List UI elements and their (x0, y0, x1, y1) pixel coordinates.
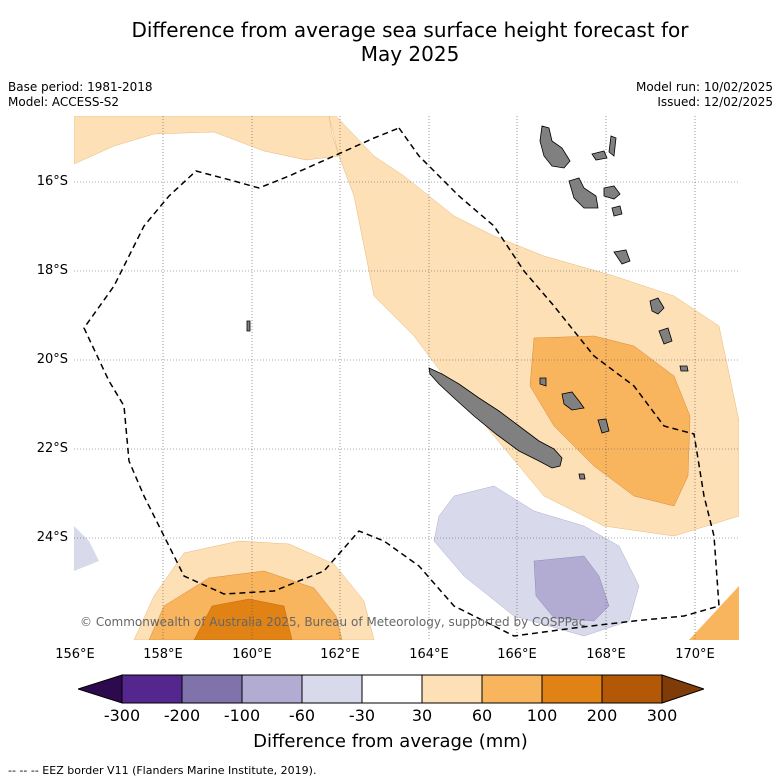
colorbar-bin-6 (421, 674, 483, 704)
island-west-1 (246, 320, 251, 332)
lat-label-24s: 24°S (36, 530, 68, 545)
eez-border (83, 127, 720, 637)
lon-label-162e: 162°E (320, 647, 360, 662)
lon-label-160e: 160°E (232, 647, 272, 662)
loyalty-lifou (649, 297, 665, 315)
island-east-1 (561, 391, 585, 411)
title-line-1: Difference from average sea surface heig… (131, 18, 689, 42)
colorbar-bin-1 (121, 674, 183, 704)
vanuatu-island-3 (611, 205, 623, 217)
colorbar-bin-9 (601, 674, 663, 704)
colorbar-bin-2 (181, 674, 243, 704)
colorbar-tick-neg30: -30 (348, 706, 376, 725)
colorbar-tick-200: 200 (586, 706, 618, 725)
meta-left: Base period: 1981-2018 Model: ACCESS-S2 (8, 80, 153, 110)
lat-label-20s: 20°S (36, 352, 68, 367)
base-period-text: Base period: 1981-2018 (8, 80, 153, 94)
colorbar (78, 674, 704, 704)
meta-right: Model run: 10/02/2025 Issued: 12/02/2025 (636, 80, 773, 110)
vanuatu-island-4 (613, 249, 631, 265)
vanuatu-efate (603, 185, 621, 200)
new-caledonia (428, 367, 563, 469)
title-line-2: May 2025 (360, 42, 460, 66)
island-ouvea (679, 365, 689, 372)
colorbar-bin-5 (361, 674, 423, 704)
anomaly-southeast-corner (689, 586, 739, 640)
colorbar-tick-neg300: -300 (103, 706, 141, 725)
colorbar-tick-neg100: -100 (223, 706, 261, 725)
colorbar-tick-30: 30 (411, 706, 433, 725)
anomaly-neg30-60-west (74, 526, 99, 571)
eez-legend-text: -- -- -- EEZ border V11 (Flanders Marine… (8, 764, 317, 777)
loyalty-mare (658, 327, 673, 345)
colorbar-bin-4 (301, 674, 363, 704)
island-small-1 (578, 473, 586, 480)
lon-label-168e: 168°E (586, 647, 626, 662)
colorbar-bin-7 (481, 674, 543, 704)
lat-label-22s: 22°S (36, 441, 68, 456)
vanuatu-malakula (568, 177, 599, 209)
model-run-text: Model run: 10/02/2025 (635, 80, 773, 94)
colorbar-tick-60: 60 (471, 706, 493, 725)
colorbar-tick-100: 100 (526, 706, 558, 725)
model-text: Model: ACCESS-S2 (8, 95, 120, 109)
lon-label-164e: 164°E (409, 647, 449, 662)
vanuatu-espiritu-santo (539, 125, 571, 169)
issued-text: Issued: 12/02/2025 (657, 95, 773, 109)
lon-label-156e: 156°E (55, 647, 95, 662)
colorbar-extend-low (78, 674, 123, 704)
graticule (74, 116, 739, 640)
colorbar-bin-3 (241, 674, 303, 704)
anomaly-neg60-100-southeast (533, 555, 610, 622)
lon-label-170e: 170°E (675, 647, 715, 662)
colorbar-tick-300: 300 (646, 706, 678, 725)
land (246, 125, 689, 480)
colorbar-tick-neg200: -200 (163, 706, 201, 725)
colorbar-title: Difference from average (mm) (253, 731, 528, 752)
anomaly-30-60-north (74, 116, 340, 165)
lon-label-158e: 158°E (143, 647, 183, 662)
colorbar-extend-high (661, 674, 704, 704)
vanuatu-island-2 (608, 135, 617, 157)
chart-title: Difference from average sea surface heig… (40, 18, 780, 66)
island-small-2 (539, 377, 547, 387)
lat-label-18s: 18°S (36, 263, 68, 278)
copyright-text: © Commonwealth of Australia 2025, Bureau… (80, 615, 585, 629)
island-east-2 (597, 418, 610, 434)
sea-level-map: © Commonwealth of Australia 2025, Bureau… (74, 116, 739, 640)
colorbar-tick-neg60: -60 (288, 706, 316, 725)
lat-label-16s: 16°S (36, 174, 68, 189)
anomaly-100-200-southwest (193, 598, 293, 640)
lon-label-166e: 166°E (497, 647, 537, 662)
colorbar-bin-8 (541, 674, 603, 704)
anomaly-60-100-east (529, 335, 691, 507)
vanuatu-island-1 (591, 150, 608, 161)
